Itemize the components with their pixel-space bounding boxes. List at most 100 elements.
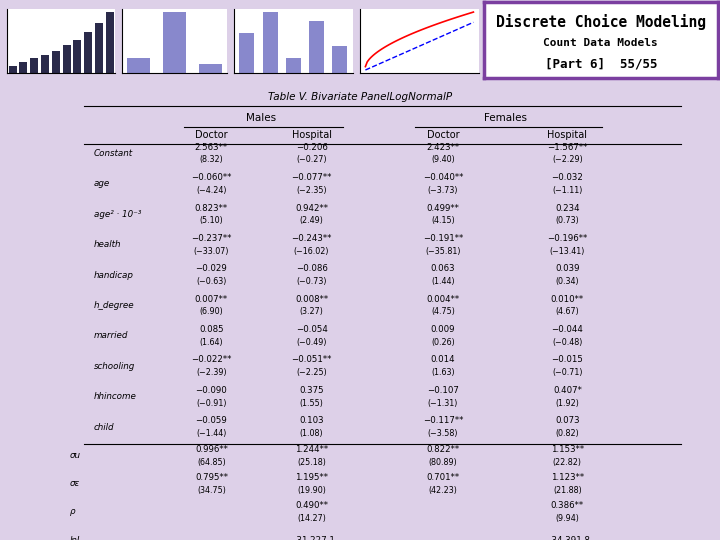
Text: 0.004**: 0.004** xyxy=(426,295,459,303)
Text: −0.015: −0.015 xyxy=(552,355,583,364)
Text: 0.010**: 0.010** xyxy=(551,295,584,303)
Text: −0.040**: −0.040** xyxy=(423,173,463,182)
Bar xyxy=(309,21,324,73)
Text: 2.423**: 2.423** xyxy=(426,143,459,152)
Text: 0.007**: 0.007** xyxy=(195,295,228,303)
Text: 0.014: 0.014 xyxy=(431,355,455,364)
Bar xyxy=(19,62,27,73)
Text: σε: σε xyxy=(70,480,80,488)
Text: (0.26): (0.26) xyxy=(431,338,455,347)
Text: (−16.02): (−16.02) xyxy=(294,247,329,255)
Text: Doctor: Doctor xyxy=(195,130,228,139)
Bar xyxy=(199,64,222,73)
Text: (4.75): (4.75) xyxy=(431,307,455,316)
Text: −0.191**: −0.191** xyxy=(423,234,463,243)
Bar xyxy=(286,58,301,73)
Text: −0.059: −0.059 xyxy=(196,416,228,425)
Text: (−4.24): (−4.24) xyxy=(196,186,227,195)
Text: Table V. Bivariate PanelLogNormalP: Table V. Bivariate PanelLogNormalP xyxy=(268,92,452,103)
Text: Count Data Models: Count Data Models xyxy=(544,38,658,48)
Text: (9.40): (9.40) xyxy=(431,156,455,164)
Text: 0.009: 0.009 xyxy=(431,325,455,334)
Text: (1.55): (1.55) xyxy=(300,399,323,408)
Text: 0.386**: 0.386** xyxy=(551,501,584,510)
Text: (−0.91): (−0.91) xyxy=(196,399,227,408)
Text: Hospital: Hospital xyxy=(292,130,332,139)
Text: (1.64): (1.64) xyxy=(199,338,223,347)
Text: (25.18): (25.18) xyxy=(297,457,326,467)
Text: hhincome: hhincome xyxy=(94,392,137,401)
Text: (−0.73): (−0.73) xyxy=(297,277,327,286)
Text: (−35.81): (−35.81) xyxy=(426,247,461,255)
Text: (3.27): (3.27) xyxy=(300,307,323,316)
Text: −0.077**: −0.077** xyxy=(292,173,332,182)
Text: (−1.11): (−1.11) xyxy=(552,186,582,195)
Text: (34.75): (34.75) xyxy=(197,485,226,495)
Text: 0.063: 0.063 xyxy=(431,264,455,273)
Text: 0.499**: 0.499** xyxy=(426,204,459,213)
Text: (−0.27): (−0.27) xyxy=(297,156,327,164)
Text: (−1.44): (−1.44) xyxy=(197,429,227,438)
Text: (1.63): (1.63) xyxy=(431,368,455,377)
Text: (8.32): (8.32) xyxy=(199,156,223,164)
Text: handicap: handicap xyxy=(94,271,134,280)
Text: Constant: Constant xyxy=(94,149,133,158)
Text: 0.039: 0.039 xyxy=(555,264,580,273)
Text: 0.407*: 0.407* xyxy=(553,386,582,395)
Text: (1.44): (1.44) xyxy=(431,277,455,286)
Bar xyxy=(163,12,186,73)
Bar xyxy=(84,32,92,73)
Text: −0.090: −0.090 xyxy=(196,386,228,395)
Text: 1.123**: 1.123** xyxy=(551,473,584,482)
Text: health: health xyxy=(94,240,122,249)
Text: (−3.73): (−3.73) xyxy=(428,186,458,195)
Text: Females: Females xyxy=(484,113,526,123)
Bar xyxy=(106,12,114,73)
Bar xyxy=(127,58,150,73)
Text: [Part 6]  55/55: [Part 6] 55/55 xyxy=(544,58,657,71)
Text: 0.996**: 0.996** xyxy=(195,445,228,454)
Text: (4.67): (4.67) xyxy=(556,307,579,316)
Text: (19.90): (19.90) xyxy=(297,485,326,495)
Bar xyxy=(239,33,254,73)
Bar xyxy=(333,45,348,73)
Text: (0.82): (0.82) xyxy=(556,429,579,438)
Text: −1.567**: −1.567** xyxy=(547,143,588,152)
Text: (−2.29): (−2.29) xyxy=(552,156,582,164)
Text: (21.88): (21.88) xyxy=(553,485,582,495)
Text: σu: σu xyxy=(70,451,81,460)
Text: −0.060**: −0.060** xyxy=(192,173,232,182)
Text: 0.375: 0.375 xyxy=(300,386,324,395)
Text: Doctor: Doctor xyxy=(427,130,459,139)
Bar xyxy=(73,40,81,73)
Text: (−0.71): (−0.71) xyxy=(552,368,582,377)
Text: lnL: lnL xyxy=(70,536,83,540)
Text: 0.701**: 0.701** xyxy=(426,473,459,482)
Text: −0.107: −0.107 xyxy=(427,386,459,395)
Text: (1.08): (1.08) xyxy=(300,429,323,438)
Text: (−33.07): (−33.07) xyxy=(194,247,229,255)
Bar xyxy=(95,23,103,73)
Text: −34,391.8: −34,391.8 xyxy=(544,536,590,540)
Text: (−0.48): (−0.48) xyxy=(552,338,582,347)
Text: age: age xyxy=(94,179,110,188)
Text: 0.490**: 0.490** xyxy=(295,501,328,510)
Text: (22.82): (22.82) xyxy=(553,457,582,467)
Text: 0.085: 0.085 xyxy=(199,325,224,334)
Text: (6.90): (6.90) xyxy=(199,307,223,316)
Text: 0.103: 0.103 xyxy=(300,416,324,425)
Text: −0.237**: −0.237** xyxy=(192,234,232,243)
Text: (−1.31): (−1.31) xyxy=(428,399,458,408)
Text: −0.196**: −0.196** xyxy=(547,234,588,243)
Text: Males: Males xyxy=(246,113,276,123)
Text: (4.15): (4.15) xyxy=(431,216,455,225)
Text: (42.23): (42.23) xyxy=(428,485,457,495)
Text: h_degree: h_degree xyxy=(94,301,135,310)
Bar xyxy=(30,58,38,73)
Text: age² · 10⁻³: age² · 10⁻³ xyxy=(94,210,141,219)
Text: −0.051**: −0.051** xyxy=(292,355,332,364)
Text: 1.195**: 1.195** xyxy=(295,473,328,482)
Bar xyxy=(63,45,71,73)
Text: (−0.49): (−0.49) xyxy=(297,338,327,347)
Text: (1.92): (1.92) xyxy=(555,399,580,408)
